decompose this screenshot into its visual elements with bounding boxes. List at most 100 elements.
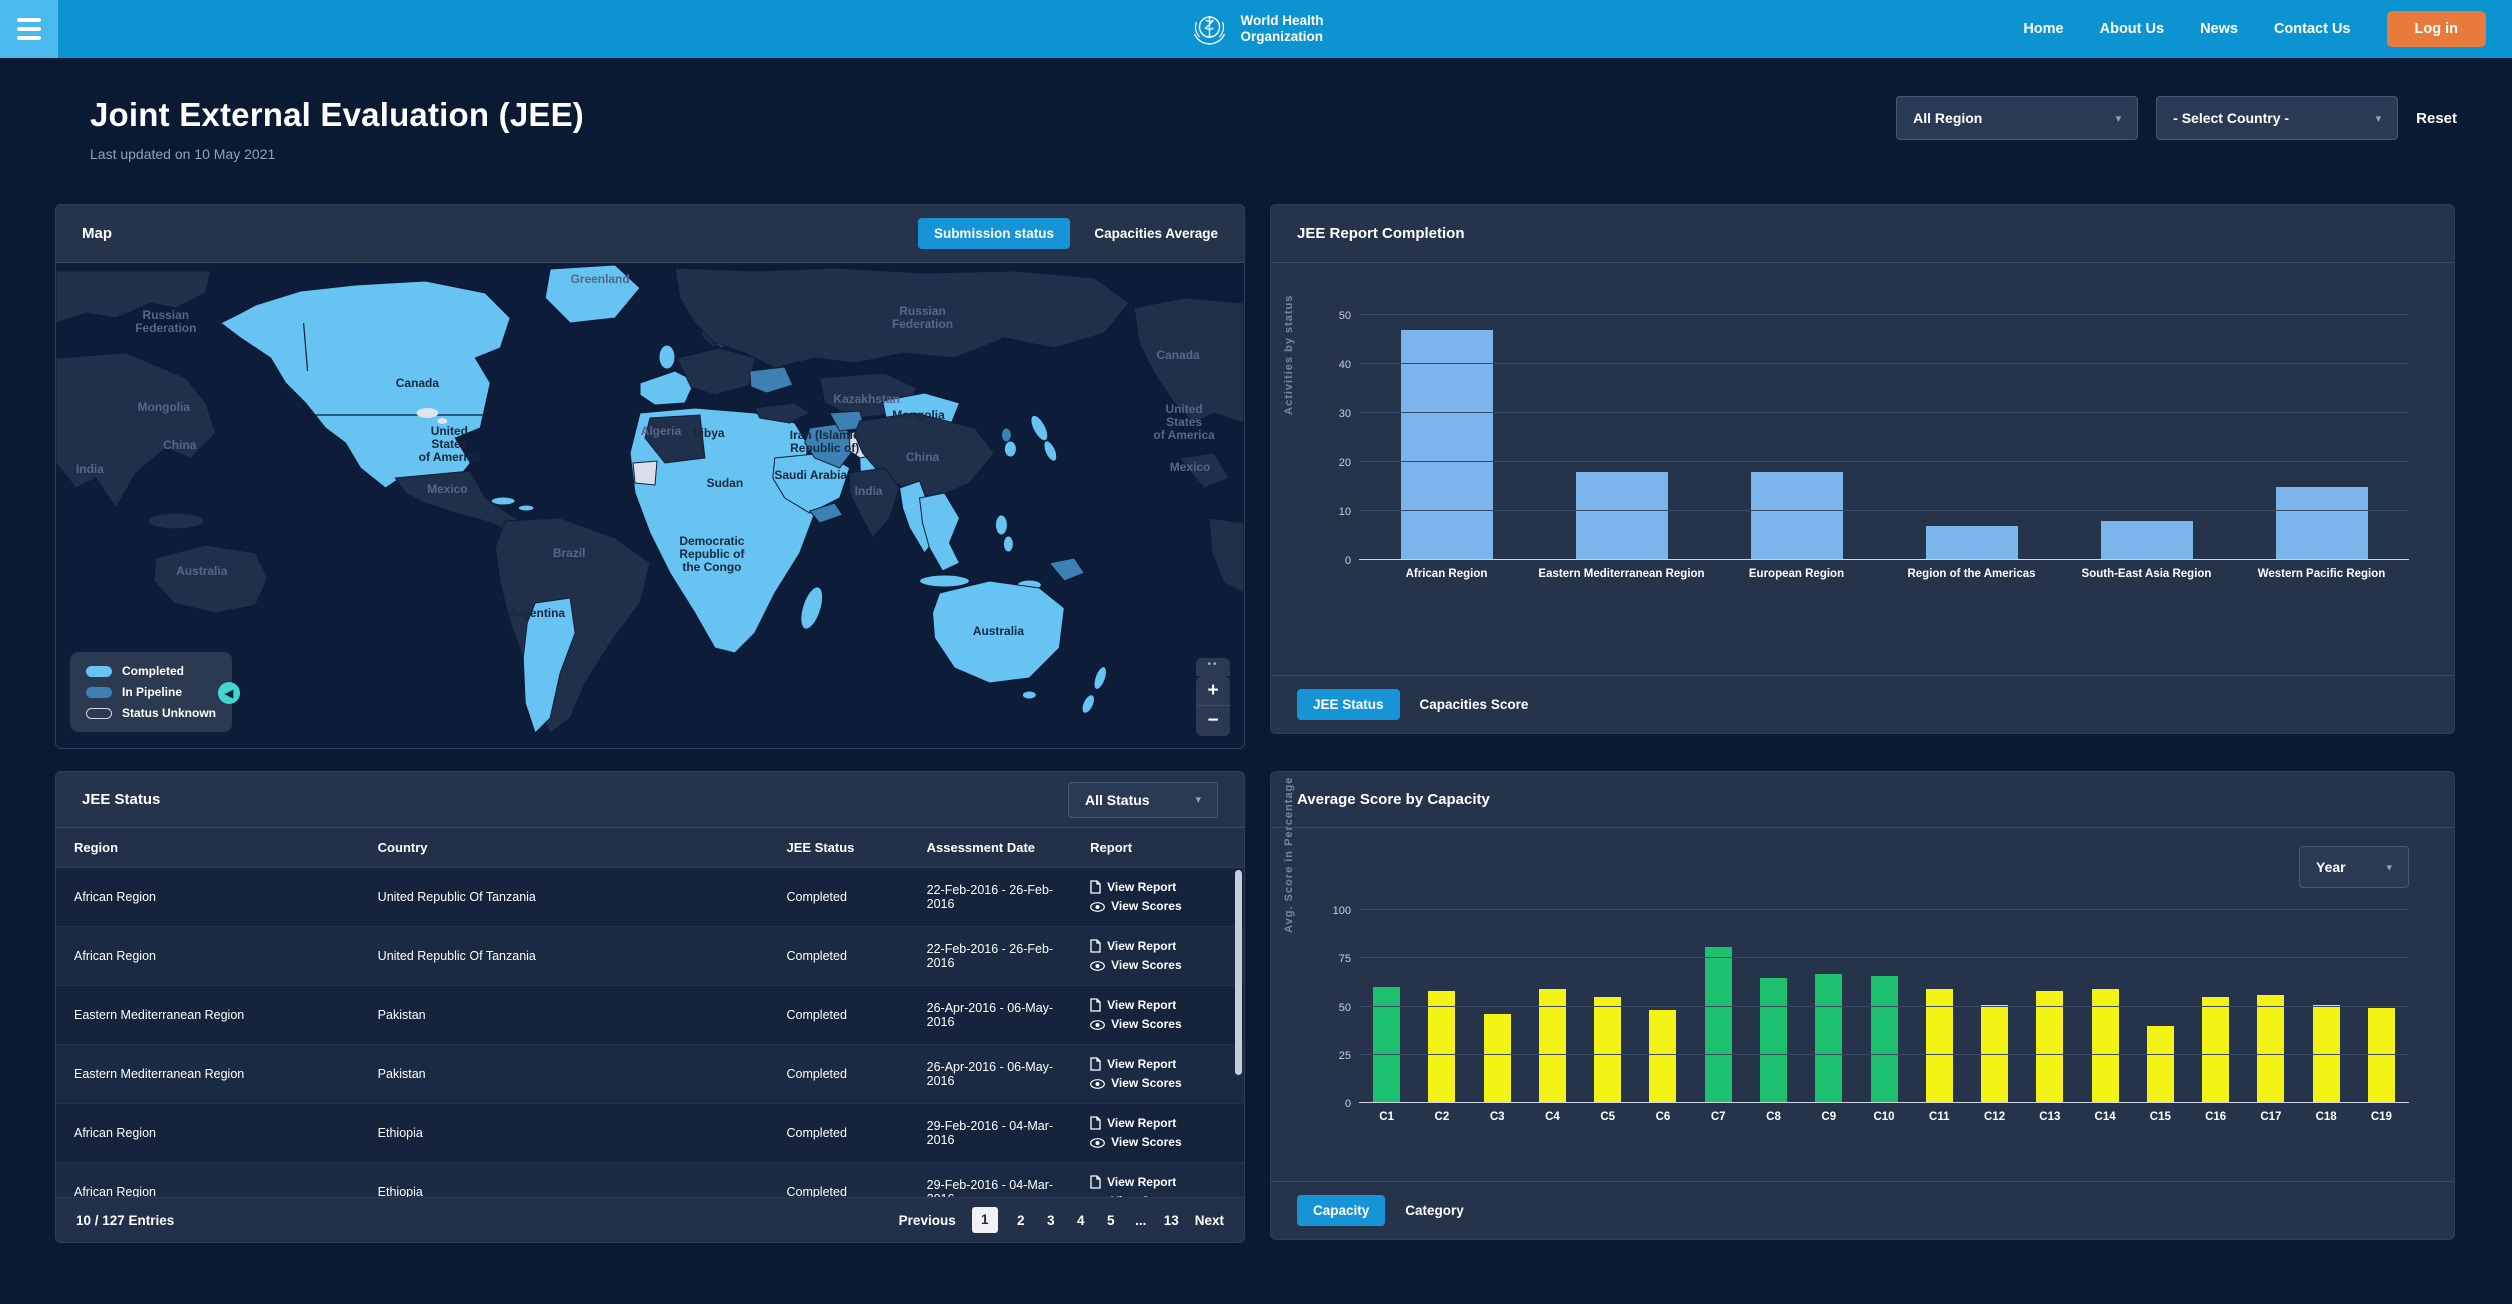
bar-C2[interactable] — [1428, 991, 1456, 1103]
map-region-new-zealand[interactable] — [1091, 665, 1109, 691]
bar-C5[interactable] — [1594, 996, 1622, 1103]
map-region-russia[interactable] — [674, 267, 1130, 369]
map-region-uk[interactable] — [658, 344, 676, 370]
map-region-japan[interactable] — [1041, 439, 1059, 463]
map-region-asia-copy[interactable] — [56, 270, 212, 324]
view-scores-link[interactable]: View Scores — [1090, 1015, 1226, 1034]
pagination-page-4[interactable]: 4 — [1076, 1212, 1085, 1228]
bar-Eastern Mediterranean Region[interactable] — [1575, 471, 1668, 560]
map-region-japan[interactable] — [1027, 413, 1051, 443]
view-scores-link[interactable]: View Scores — [1090, 1192, 1226, 1197]
view-report-link[interactable]: View Report — [1090, 878, 1226, 897]
view-scores-link[interactable]: View Scores — [1090, 897, 1226, 916]
bar-C3[interactable] — [1483, 1014, 1511, 1103]
pagination-page-2[interactable]: 2 — [1016, 1212, 1025, 1228]
map-region-west-europe[interactable] — [639, 370, 696, 406]
map-region-asia-copy[interactable] — [56, 352, 217, 509]
map-region-new-zealand[interactable] — [1080, 693, 1097, 715]
pagination-previous[interactable]: Previous — [898, 1212, 956, 1228]
map-region-indonesia[interactable] — [919, 574, 970, 588]
map-region-tasmania[interactable] — [1021, 690, 1037, 700]
region-filter-select[interactable]: All Region ▾ — [1896, 96, 2139, 140]
map-region-western-sahara[interactable] — [632, 460, 658, 486]
map-region-greenland[interactable] — [544, 264, 641, 324]
reset-button[interactable]: Reset — [2416, 109, 2457, 127]
map-region-india[interactable] — [849, 467, 901, 539]
view-report-link[interactable]: View Report — [1090, 996, 1226, 1015]
nav-link-news[interactable]: News — [2200, 21, 2238, 37]
nav-link-home[interactable]: Home — [2023, 21, 2064, 37]
view-scores-link[interactable]: View Scores — [1090, 956, 1226, 975]
bar-C14[interactable] — [2091, 989, 2119, 1103]
bar-European Region[interactable] — [1750, 471, 1843, 560]
bar-Region of the Americas[interactable] — [1925, 525, 2018, 560]
year-filter-select[interactable]: Year ▾ — [2299, 846, 2409, 888]
map-region-yemen[interactable] — [808, 502, 844, 524]
zoom-slider-handle[interactable]: •• — [1196, 658, 1230, 676]
submission-status-toggle[interactable]: Submission status — [917, 218, 1070, 249]
bar-C8[interactable] — [1759, 977, 1787, 1103]
view-report-link[interactable]: View Report — [1090, 1173, 1226, 1192]
bar-C19[interactable] — [2367, 1008, 2395, 1103]
map-region-png[interactable] — [1048, 557, 1086, 582]
status-filter-select[interactable]: All Status ▾ — [1068, 781, 1218, 818]
map-region-madagascar[interactable] — [796, 584, 827, 631]
zoom-in-button[interactable]: + — [1196, 676, 1230, 706]
country-filter-select[interactable]: - Select Country - ▾ — [2156, 96, 2399, 140]
zoom-out-button[interactable]: − — [1196, 706, 1230, 736]
legend-collapse-button[interactable]: ◀ — [218, 682, 240, 704]
capacities-average-toggle[interactable]: Capacities Average — [1094, 226, 1218, 241]
bar-South-East Asia Region[interactable] — [2100, 520, 2193, 560]
bar-C6[interactable] — [1649, 1010, 1677, 1103]
pagination-next[interactable]: Next — [1194, 1212, 1224, 1228]
bar-C7[interactable] — [1704, 946, 1732, 1103]
map-region-central-europe[interactable] — [676, 347, 756, 396]
bar-C16[interactable] — [2202, 996, 2230, 1103]
map-region-north-korea[interactable] — [1000, 427, 1012, 443]
map-region-ukraine[interactable] — [749, 366, 794, 394]
view-report-link[interactable]: View Report — [1090, 937, 1226, 956]
map-region-philippines[interactable] — [994, 514, 1008, 536]
bar-C11[interactable] — [1925, 989, 1953, 1103]
map-region-caribbean[interactable] — [490, 496, 516, 506]
view-report-link[interactable]: View Report — [1090, 1055, 1226, 1074]
bar-C10[interactable] — [1870, 975, 1898, 1103]
hamburger-menu-icon[interactable] — [0, 0, 58, 58]
map-region-philippines[interactable] — [1002, 535, 1014, 553]
map-region-americas-copy[interactable] — [1208, 517, 1244, 594]
login-button[interactable]: Log in — [2386, 11, 2486, 47]
world-map[interactable]: Greenland Canada United States of America Mex… — [56, 263, 1244, 748]
bar-C4[interactable] — [1538, 989, 1566, 1103]
bar-C17[interactable] — [2257, 994, 2285, 1103]
bar-C13[interactable] — [2036, 991, 2064, 1103]
map-region-algeria[interactable] — [644, 414, 706, 464]
map-region-australia[interactable] — [932, 580, 1065, 684]
pagination-page-13[interactable]: 13 — [1163, 1212, 1179, 1228]
nav-link-about[interactable]: About Us — [2099, 21, 2165, 37]
table-scrollbar[interactable] — [1235, 870, 1242, 1075]
map-region-seasia-copy[interactable] — [147, 512, 205, 530]
map-region-turkey[interactable] — [754, 402, 811, 424]
bar-C1[interactable] — [1373, 987, 1401, 1103]
pagination-page-5[interactable]: 5 — [1106, 1212, 1115, 1228]
map-region-argentina[interactable] — [522, 597, 576, 734]
view-scores-link[interactable]: View Scores — [1090, 1074, 1226, 1093]
map-region-americas-copy[interactable] — [1178, 452, 1230, 489]
map-region-south-korea[interactable] — [1003, 440, 1017, 458]
pagination-page-1[interactable]: 1 — [971, 1207, 998, 1233]
map-region-americas-copy[interactable] — [1133, 297, 1244, 424]
bar-African Region[interactable] — [1400, 329, 1493, 560]
view-scores-link[interactable]: View Scores — [1090, 1133, 1226, 1152]
tab-category[interactable]: Category — [1405, 1203, 1464, 1218]
bar-C15[interactable] — [2146, 1025, 2174, 1103]
map-region-caribbean[interactable] — [517, 504, 535, 512]
nav-link-contact[interactable]: Contact Us — [2273, 21, 2351, 37]
bar-C9[interactable] — [1815, 973, 1843, 1103]
tab-jee-status[interactable]: JEE Status — [1297, 689, 1400, 720]
map-region-indochina[interactable] — [918, 492, 961, 572]
view-report-link[interactable]: View Report — [1090, 1114, 1226, 1133]
bar-Western Pacific Region[interactable] — [2275, 486, 2368, 560]
tab-capacities-score[interactable]: Capacities Score — [1419, 697, 1529, 712]
tab-capacity[interactable]: Capacity — [1297, 1195, 1386, 1226]
map-region-australia-copy[interactable] — [153, 544, 269, 614]
